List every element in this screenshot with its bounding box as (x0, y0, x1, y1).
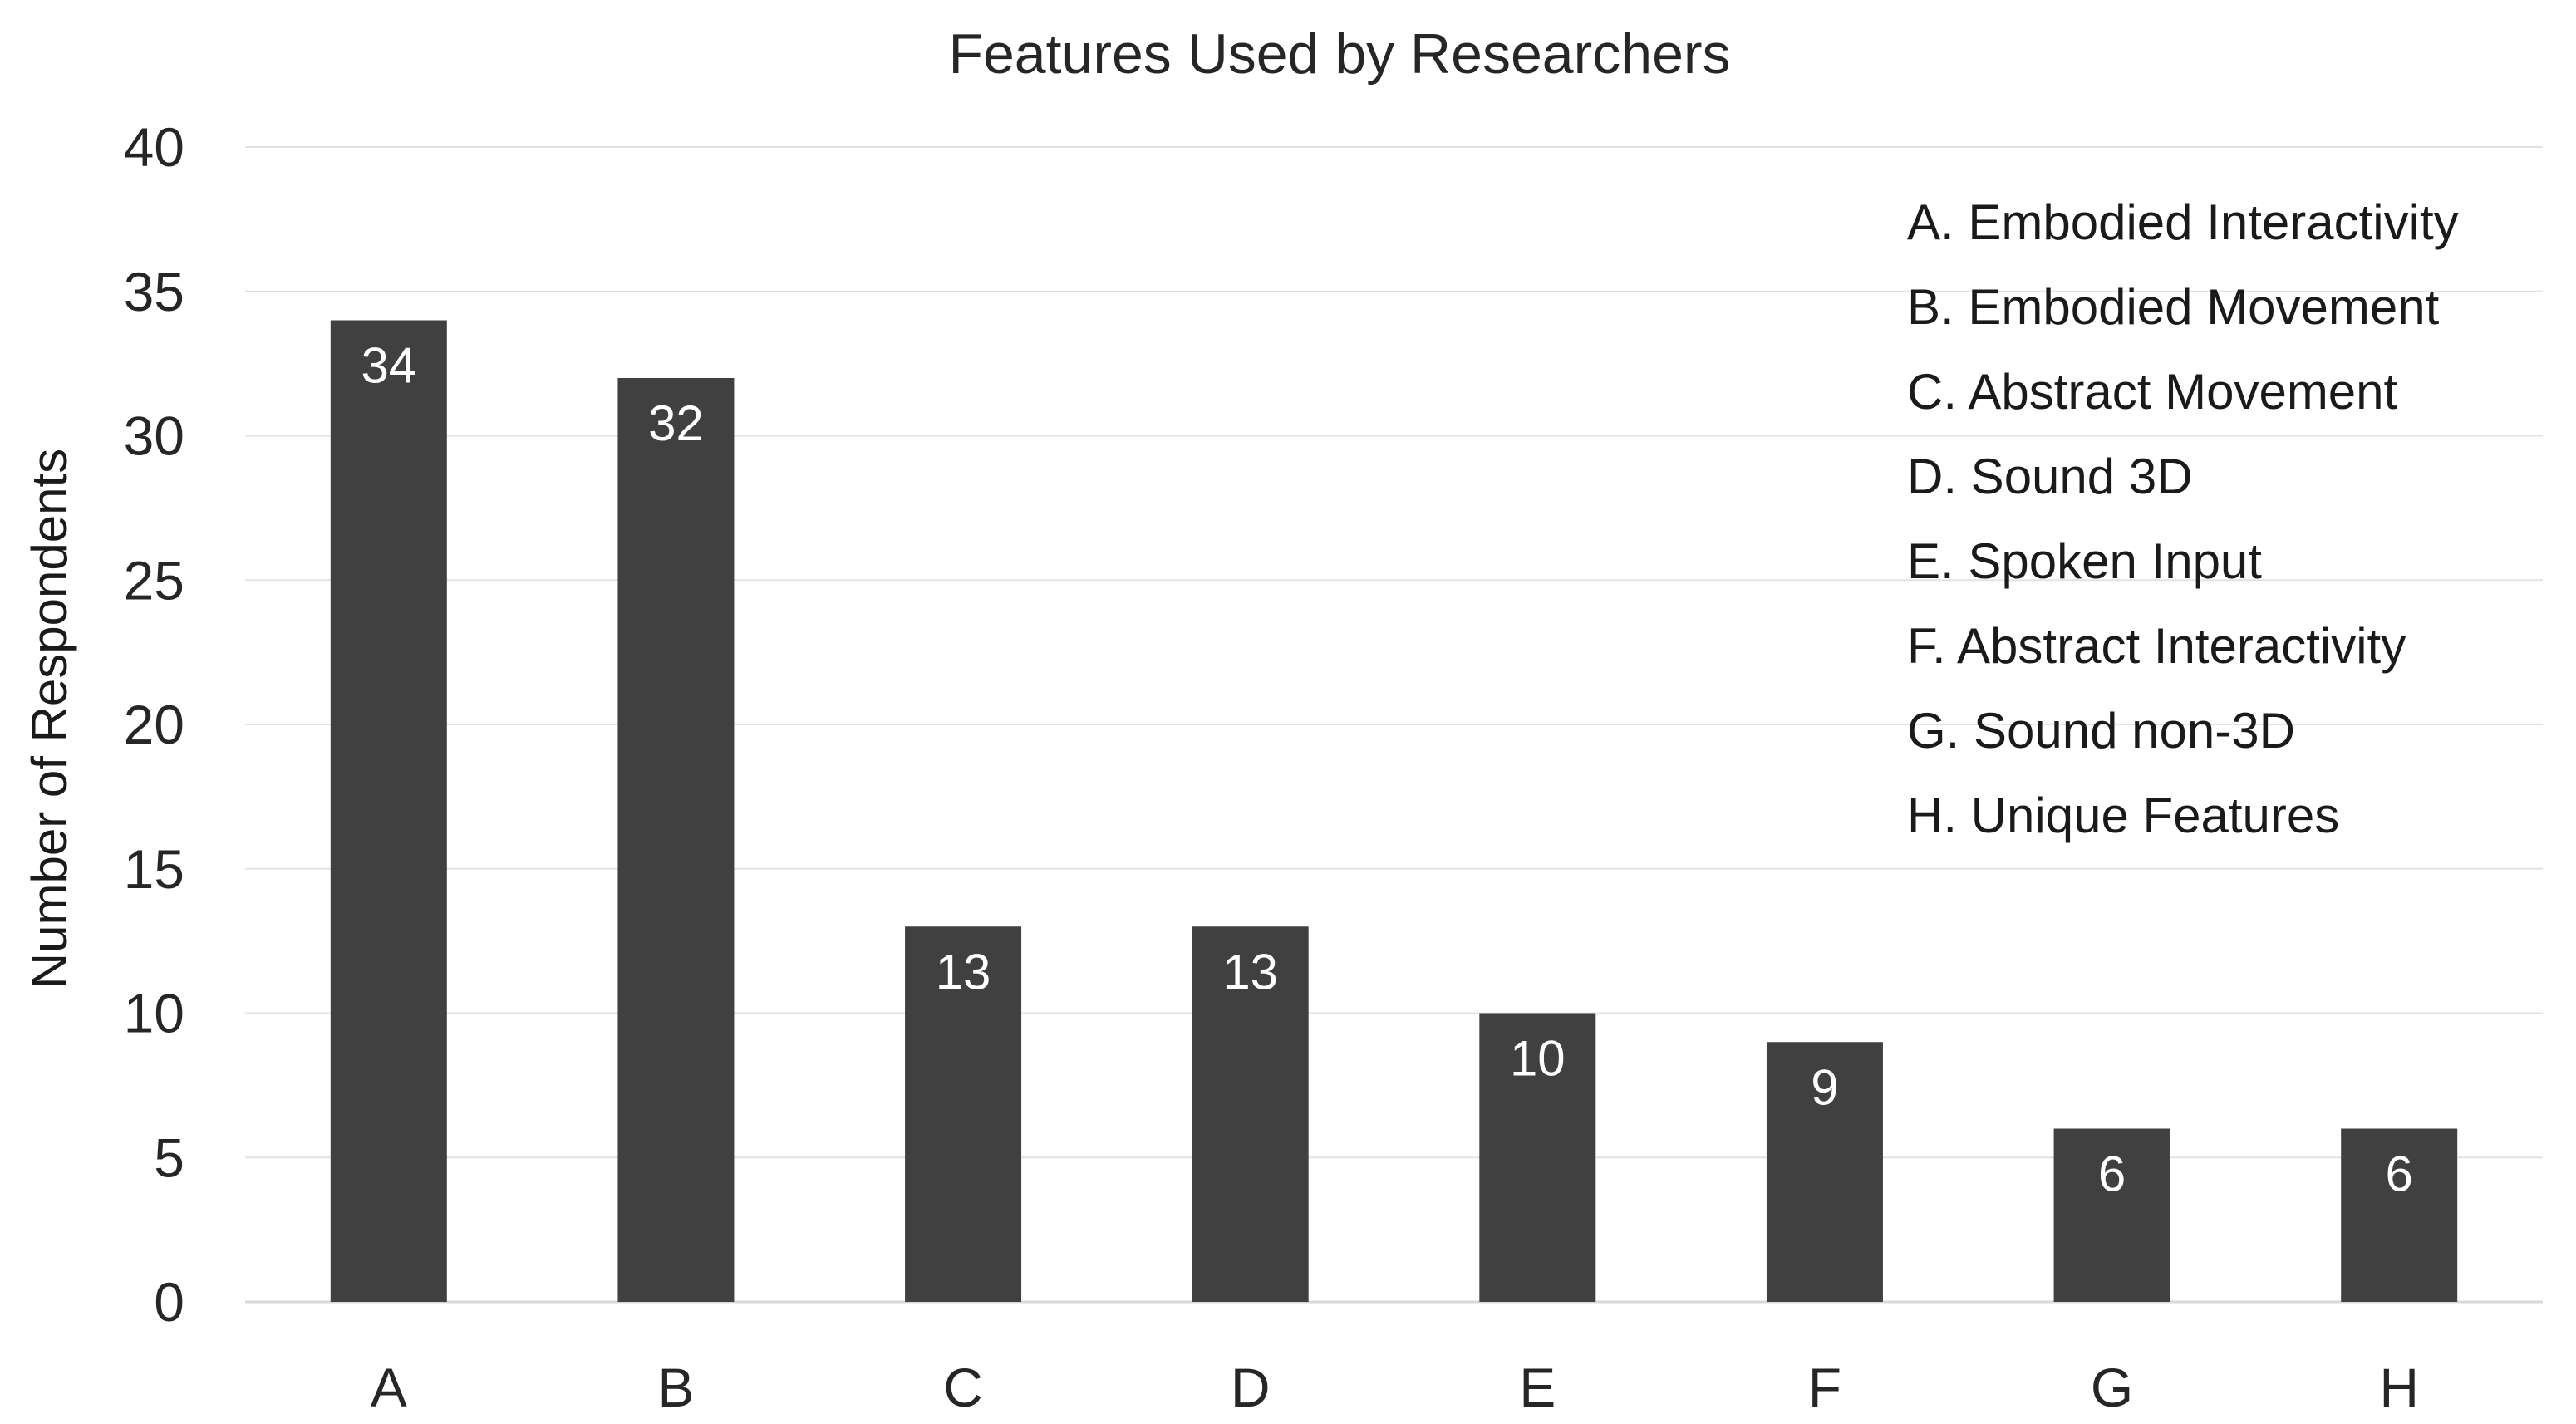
y-tick-label: 15 (124, 838, 184, 900)
bar-data-label: 6 (2386, 1147, 2413, 1202)
bar-data-label: 9 (1811, 1059, 1838, 1115)
x-tick-label: G (2091, 1357, 2133, 1418)
x-tick-label: E (1519, 1357, 1556, 1418)
x-tick-label: F (1808, 1357, 1841, 1418)
y-tick-label: 25 (124, 549, 184, 611)
bar (2053, 1128, 2170, 1302)
x-tick-label: C (943, 1357, 983, 1418)
y-tick-label: 40 (124, 116, 184, 178)
bar-data-label: 34 (361, 338, 416, 394)
legend-entry: F. Abstract Interactivity (1907, 618, 2406, 674)
bar-data-label: 13 (936, 944, 991, 999)
bar-data-label: 32 (648, 395, 704, 451)
bar-data-label: 10 (1510, 1031, 1566, 1087)
bar-data-label: 6 (2098, 1147, 2126, 1202)
y-tick-label: 20 (124, 694, 184, 755)
x-tick-label: H (2379, 1357, 2419, 1418)
y-tick-label: 10 (124, 983, 184, 1044)
legend-entry: B. Embodied Movement (1907, 279, 2440, 335)
legend-entry: C. Abstract Movement (1907, 364, 2398, 420)
y-tick-label: 35 (124, 261, 184, 322)
bar (330, 320, 447, 1302)
bar (1192, 926, 1309, 1302)
x-axis-ticks: A B C D E F G H (371, 1357, 2419, 1418)
y-tick-label: 0 (154, 1271, 184, 1333)
chart-title: Features Used by Researchers (948, 22, 1730, 86)
legend-entry: D. Sound 3D (1907, 449, 2193, 504)
bars: 34 32 13 13 10 9 6 6 (330, 320, 2458, 1302)
legend: A. Embodied Interactivity B. Embodied Mov… (1907, 194, 2459, 843)
bar (905, 926, 1022, 1302)
bar (617, 378, 735, 1302)
bar-data-label: 13 (1222, 944, 1278, 999)
y-tick-label: 30 (124, 405, 184, 467)
bar (1766, 1042, 1883, 1302)
bar (1479, 1013, 1596, 1302)
legend-entry: G. Sound non-3D (1907, 703, 2295, 759)
x-tick-label: D (1231, 1357, 1271, 1418)
y-axis-label: Number of Respondents (22, 449, 77, 989)
y-axis-ticks: 0 5 10 15 20 25 30 35 40 (124, 116, 184, 1333)
x-tick-label: B (657, 1357, 694, 1418)
legend-entry: A. Embodied Interactivity (1907, 194, 2459, 250)
y-tick-label: 5 (154, 1127, 184, 1188)
legend-entry: E. Spoken Input (1907, 533, 2262, 589)
x-tick-label: A (371, 1357, 407, 1418)
legend-entry: H. Unique Features (1907, 788, 2339, 843)
bar (2341, 1128, 2458, 1302)
